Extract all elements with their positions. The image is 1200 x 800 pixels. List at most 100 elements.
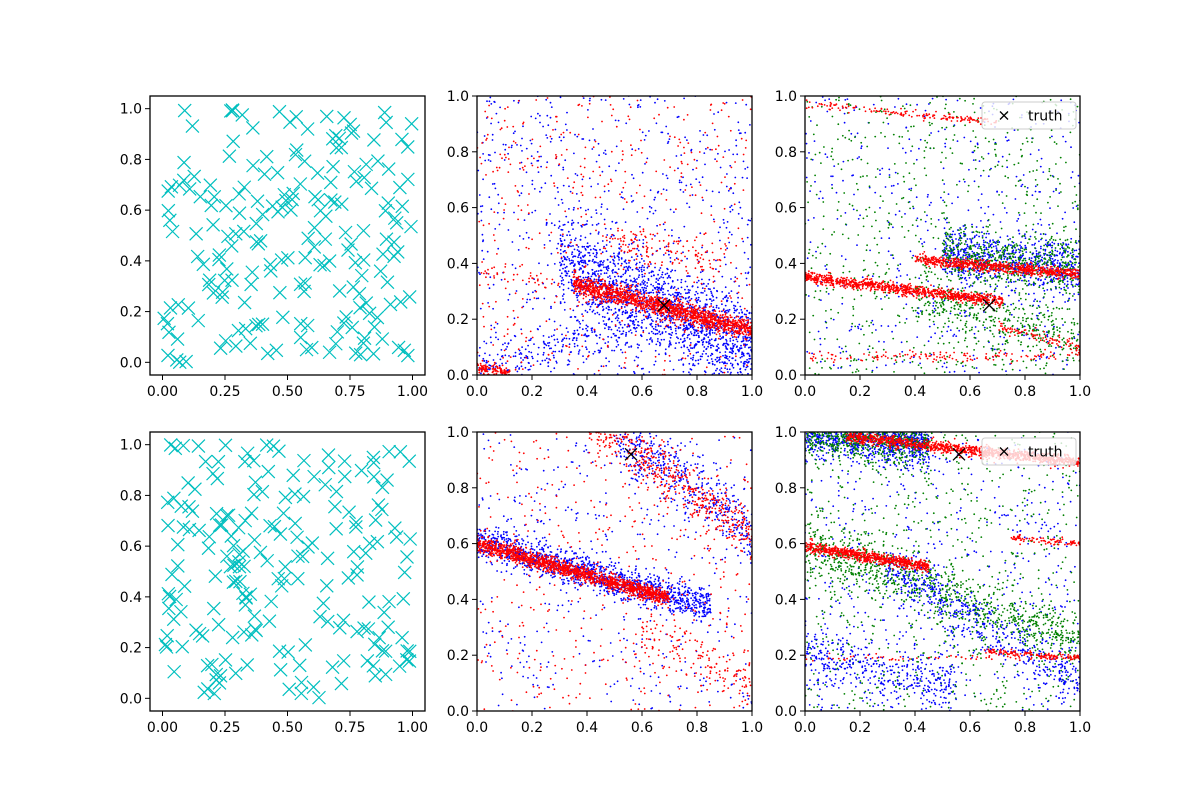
data-point <box>549 359 552 361</box>
data-point <box>601 251 604 254</box>
data-point <box>624 299 627 302</box>
data-point <box>553 281 556 284</box>
data-point <box>734 319 737 322</box>
data-point <box>737 315 740 318</box>
data-point <box>636 305 638 307</box>
data-point <box>701 319 704 322</box>
data-point <box>611 314 614 316</box>
data-point <box>507 342 510 344</box>
data-point <box>734 352 737 355</box>
data-point <box>703 346 706 348</box>
data-point <box>274 253 289 267</box>
data-point <box>490 122 492 125</box>
data-point <box>550 370 552 373</box>
data-point <box>514 185 517 187</box>
data-point <box>487 367 490 369</box>
data-point <box>618 330 621 333</box>
data-point <box>347 164 362 179</box>
data-point <box>624 294 627 297</box>
data-point <box>299 342 314 357</box>
data-point <box>701 270 704 273</box>
data-point <box>749 326 752 328</box>
data-point <box>318 232 333 247</box>
data-point <box>716 321 719 324</box>
data-point <box>691 347 694 350</box>
data-point <box>664 221 666 224</box>
data-point <box>550 231 553 234</box>
data-point <box>544 286 546 289</box>
data-point <box>548 336 550 338</box>
series-0 <box>157 103 419 370</box>
data-point <box>741 315 743 318</box>
data-point <box>492 170 494 173</box>
data-point <box>478 371 481 374</box>
data-point <box>725 340 728 342</box>
data-point <box>675 317 678 319</box>
data-point <box>675 155 678 157</box>
data-point <box>680 319 683 322</box>
data-point <box>677 318 679 321</box>
data-point <box>749 321 752 324</box>
data-point <box>487 283 490 286</box>
data-point <box>631 292 634 295</box>
data-point <box>638 274 641 276</box>
data-point <box>611 270 613 272</box>
data-point <box>716 367 718 370</box>
data-point <box>623 250 626 253</box>
data-point <box>700 212 703 215</box>
data-point <box>669 250 672 253</box>
data-point <box>645 308 648 311</box>
data-point <box>710 321 713 324</box>
data-point <box>353 347 368 362</box>
data-point <box>582 281 585 284</box>
data-point <box>636 285 639 288</box>
data-point <box>667 140 670 143</box>
y-tick-label: 1.0 <box>120 102 142 118</box>
data-point <box>640 255 643 257</box>
data-point <box>630 284 633 287</box>
data-point <box>735 316 738 318</box>
data-point <box>559 234 562 237</box>
data-point <box>687 297 690 299</box>
data-point <box>577 262 580 265</box>
data-point <box>710 326 713 329</box>
data-point <box>679 303 682 306</box>
data-point <box>730 334 733 337</box>
data-point <box>660 297 662 300</box>
data-point <box>684 288 686 291</box>
data-point <box>677 115 680 118</box>
data-point <box>516 273 519 276</box>
data-point <box>648 302 651 304</box>
data-point <box>546 264 549 267</box>
data-point <box>673 136 676 139</box>
data-point <box>304 340 319 355</box>
data-point <box>528 368 531 371</box>
data-point <box>481 249 484 252</box>
data-point <box>630 299 633 302</box>
data-point <box>699 311 702 314</box>
data-point <box>492 234 495 236</box>
data-point <box>622 197 624 199</box>
data-point <box>683 314 685 317</box>
data-point <box>512 355 515 358</box>
data-point <box>560 280 563 282</box>
data-point <box>731 363 734 366</box>
data-point <box>561 229 564 231</box>
data-point <box>742 326 745 329</box>
data-point <box>395 199 410 214</box>
data-point <box>676 336 678 338</box>
data-point <box>706 328 709 331</box>
data-point <box>686 309 689 312</box>
data-point <box>625 333 627 336</box>
data-point <box>705 341 708 343</box>
data-point <box>622 280 624 283</box>
data-point <box>560 256 563 259</box>
data-point <box>731 208 734 211</box>
data-point <box>633 359 636 362</box>
data-point <box>546 97 549 99</box>
data-point <box>717 327 719 330</box>
data-point <box>696 292 699 295</box>
data-point <box>747 316 750 319</box>
data-point <box>527 361 530 364</box>
data-point <box>644 310 646 313</box>
